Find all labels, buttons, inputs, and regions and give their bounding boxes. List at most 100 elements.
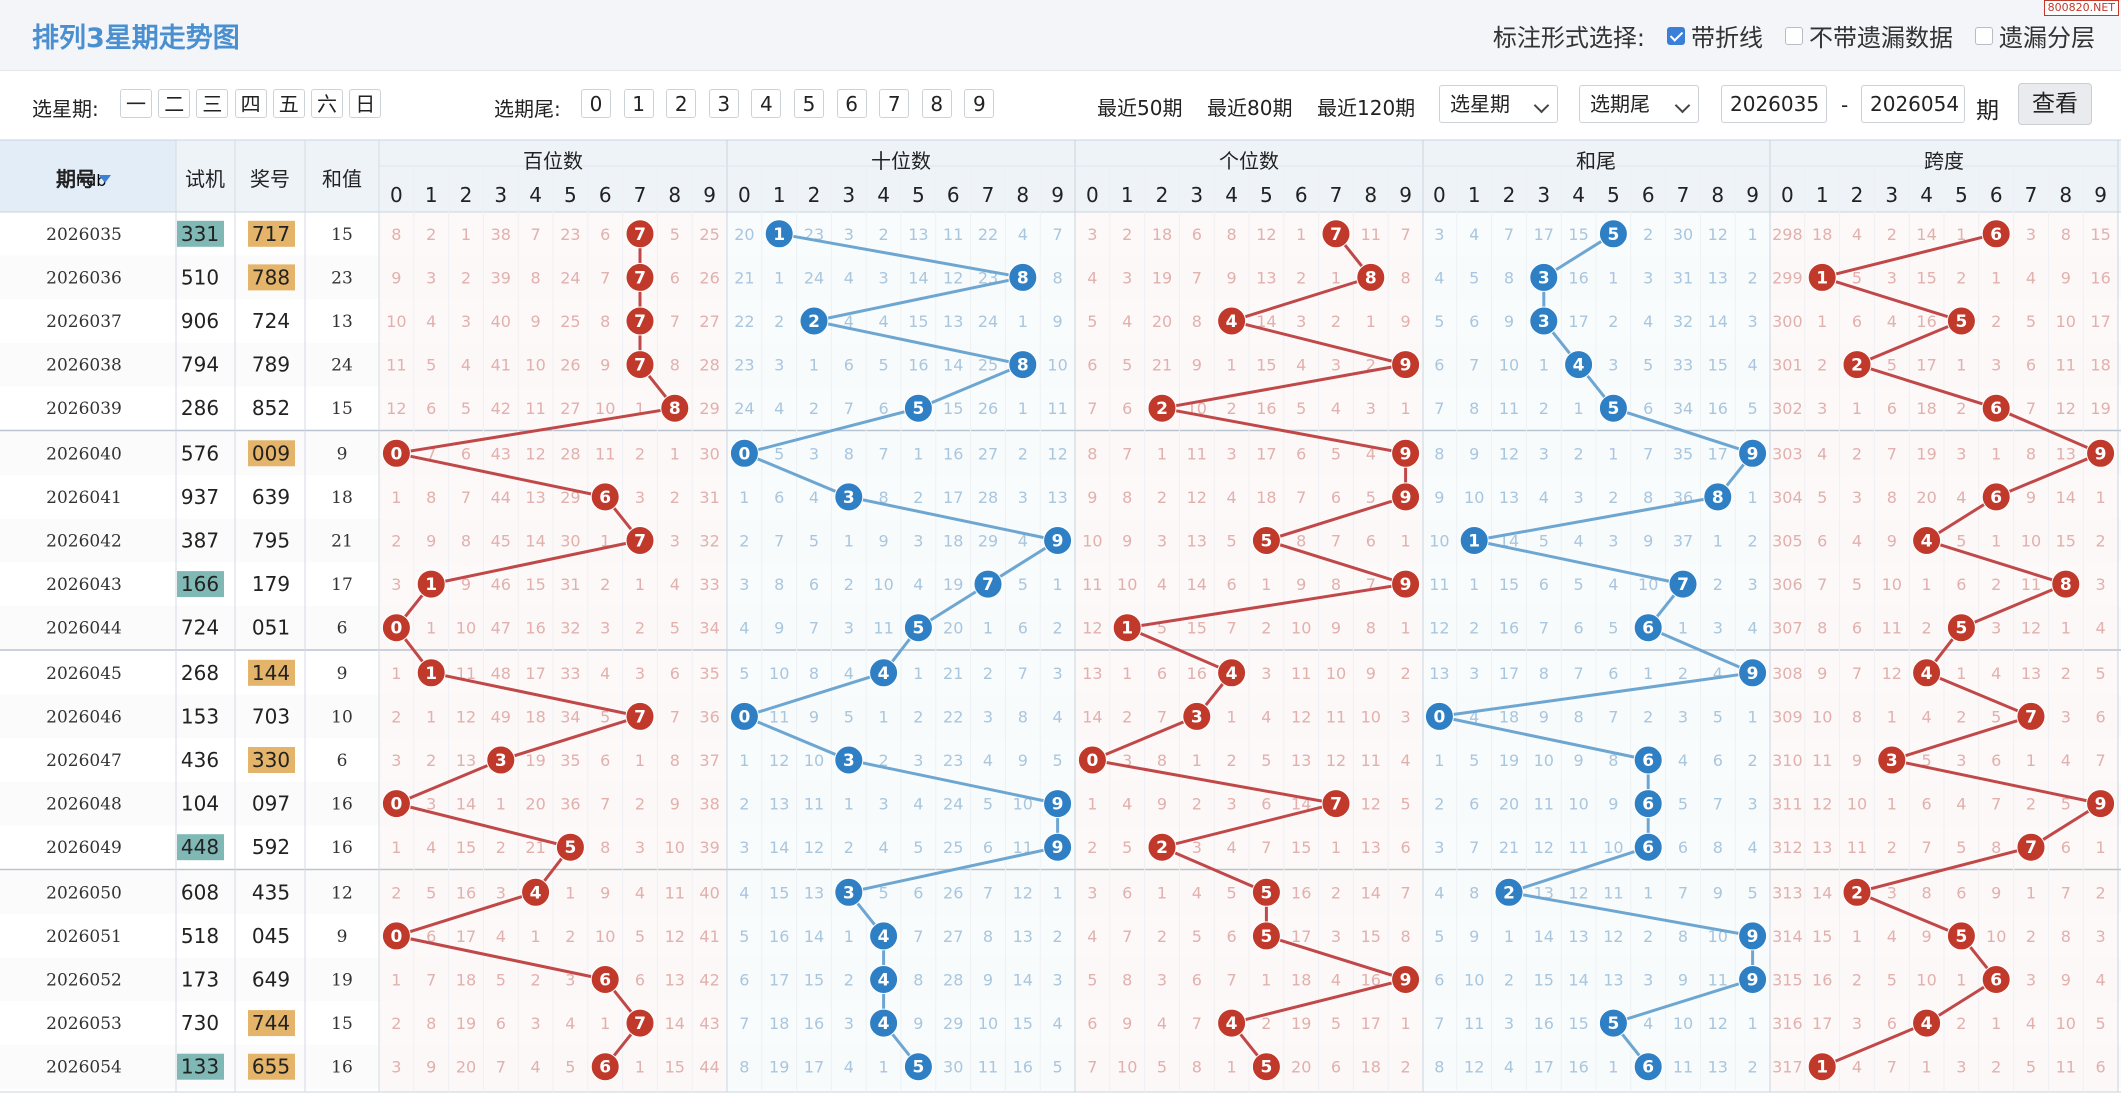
weekday-button-2[interactable]: 二 [158,89,191,118]
hit-ball [1391,965,1421,994]
tail-button-8[interactable]: 8 [921,89,952,118]
option-no-omission[interactable]: 不带遗漏数据 [1785,18,1953,53]
omission-cell: 7 [1296,488,1306,507]
weekday-button-5[interactable]: 五 [272,89,305,118]
omission-cell: 5 [1852,268,1862,287]
weekday-button-7[interactable]: 日 [349,89,382,118]
tail-button-0[interactable]: 0 [581,89,611,118]
omission-cell: 6 [1227,927,1237,946]
omission-cell: 2 [1887,225,1897,244]
omission-cell: 5 [426,883,436,902]
digit-header: 6 [1642,183,1655,207]
omission-cell: 4 [1296,356,1306,375]
omission-cell: 10 [456,619,476,638]
checkbox-icon[interactable] [1667,26,1685,45]
weekday-button-6[interactable]: 六 [311,89,343,118]
recent-50-link[interactable]: 最近50期 [1097,96,1183,120]
omission-cell: 9 [1018,751,1028,770]
hit-ball [1008,262,1038,292]
hit-ball-number: 6 [1990,399,2002,419]
omission-cell: 5 [2026,1058,2036,1077]
omission-cell: 3 [1053,664,1063,683]
hit-ball [729,701,759,731]
omission-cell: 6 [426,927,436,946]
tail-button-9[interactable]: 9 [964,89,995,118]
omission-cell: 2 [2096,883,2106,902]
option-label: 不带遗漏数据 [1809,24,1953,52]
weekday-button-3[interactable]: 三 [196,89,229,118]
tail-button-5[interactable]: 5 [794,89,824,118]
omission-cell: 3 [2096,575,2106,594]
omission-cell: 8 [1608,751,1618,770]
hit-ball [416,569,446,599]
omission-cell: 28 [560,444,580,463]
omission-cell: 4 [1053,707,1063,726]
test-number: 906 [181,309,219,333]
test-number: 173 [181,968,219,992]
period-cell: 2026039 [46,399,122,419]
tail-button-7[interactable]: 7 [879,89,910,118]
omission-cell: 3 [1261,664,1271,683]
tail-button-6[interactable]: 6 [836,89,867,118]
omission-cell: 6 [1296,444,1306,463]
omission-cell: 4 [1608,575,1618,594]
digit-header: 5 [1607,183,1620,207]
digit-header: 8 [668,183,681,207]
omission-cell: 2 [1956,268,1966,287]
hit-ball-number: 8 [1365,268,1377,288]
test-number: 518 [181,924,219,948]
omission-cell: 16 [1499,619,1519,638]
weekday-button-4[interactable]: 四 [234,89,267,118]
omission-cell: 9 [983,971,993,990]
from-period-input[interactable]: 2026035 [1721,85,1827,123]
tail-button-1[interactable]: 1 [623,89,654,118]
option-label: 遗漏分层 [1999,24,2095,52]
omission-cell: 315 [1772,971,1803,990]
omission-cell: 10 [1464,971,1484,990]
option-omission-layer[interactable]: 遗漏分层 [1975,18,2095,53]
option-with-lines[interactable]: 带折线 [1667,18,1763,53]
hit-ball [555,832,585,862]
query-button[interactable]: 查看 [2018,83,2092,125]
tail-button-2[interactable]: 2 [666,89,697,118]
omission-cell: 6 [1852,619,1862,638]
omission-cell: 2 [739,795,749,814]
omission-cell: 10 [769,664,789,683]
omission-cell: 11 [804,795,824,814]
to-period-input[interactable]: 2026054 [1861,85,1965,123]
checkbox-icon[interactable] [1785,26,1803,45]
omission-cell: 4 [1748,619,1758,638]
weekday-button-1[interactable]: 一 [120,89,152,118]
omission-cell: 4 [844,1058,854,1077]
omission-cell: 32 [1673,312,1693,331]
omission-cell: 5 [635,927,645,946]
omission-cell: 1 [1817,312,1827,331]
omission-cell: 2 [426,751,436,770]
omission-cell: 18 [456,971,476,990]
digit-header: 5 [912,183,925,207]
tail-button-4[interactable]: 4 [751,89,782,118]
recent-120-link[interactable]: 最近120期 [1317,96,1416,120]
omission-cell: 8 [2061,927,2071,946]
tail-button-3[interactable]: 3 [708,89,739,118]
omission-cell: 22 [943,707,963,726]
hit-ball [1529,306,1559,336]
checkbox-icon[interactable] [1975,26,1993,45]
omission-cell: 4 [1087,927,1097,946]
omission-cell: 12 [1187,488,1207,507]
omission-cell: 2 [1401,1058,1411,1077]
prize-number: 009 [252,441,290,465]
omission-cell: 4 [879,312,889,331]
display-options: 标注形式选择: 带折线 不带遗漏数据 遗漏分层 [1493,18,2095,53]
omission-cell: 1 [1713,532,1723,551]
hit-ball-number: 7 [634,356,646,376]
hit-ball [1981,965,2011,994]
weekday-select[interactable]: 选星期 [1439,85,1558,123]
omission-cell: 4 [1434,883,1444,902]
omission-cell: 33 [699,575,719,594]
recent-80-link[interactable]: 最近80期 [1207,96,1293,120]
omission-cell: 17 [1256,444,1276,463]
tail-select[interactable]: 选期尾 [1579,85,1699,123]
digit-header: 9 [703,183,716,207]
omission-cell: 10 [1291,619,1311,638]
